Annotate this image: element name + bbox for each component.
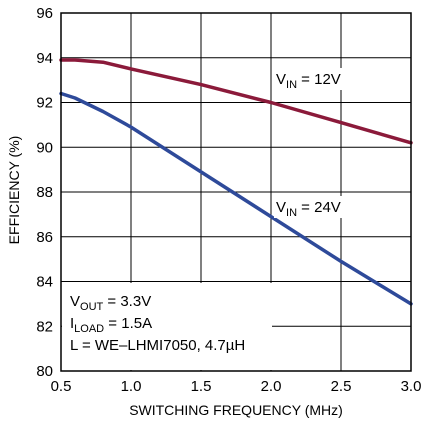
y-tick-label-2: 84 bbox=[36, 274, 53, 291]
conditions-box bbox=[62, 283, 272, 370]
y-tick-label-0: 80 bbox=[36, 363, 53, 380]
series-lines bbox=[59, 58, 413, 306]
x-tick-label-4: 2.5 bbox=[331, 378, 352, 395]
series-line-1 bbox=[59, 91, 413, 306]
y-tick-label-7: 94 bbox=[36, 50, 53, 67]
tick-labels: 0.5 1.0 1.5 2.0 2.5 3.0 80 82 84 86 88 90 92 94 96 bbox=[36, 5, 421, 395]
x-tick-label-3: 2.0 bbox=[261, 378, 282, 395]
y-tick-label-6: 92 bbox=[36, 95, 53, 112]
y-tick-label-5: 90 bbox=[36, 139, 53, 156]
plot-frame bbox=[60, 12, 412, 372]
x-tick-label-5: 3.0 bbox=[401, 378, 422, 395]
y-axis-title: EFFICIENCY (%) bbox=[6, 136, 22, 245]
y-tick-label-1: 82 bbox=[36, 318, 53, 335]
y-tick-label-8: 96 bbox=[36, 5, 53, 22]
series-label-bg-0 bbox=[274, 68, 370, 90]
condition-line-0: VOUT = 3.3V bbox=[70, 293, 151, 313]
series-line-0 bbox=[59, 58, 413, 145]
series-label-bg-1 bbox=[274, 196, 370, 218]
y-tick-label-3: 86 bbox=[36, 229, 53, 246]
x-tick-label-2: 1.5 bbox=[191, 378, 212, 395]
x-axis-title: SWITCHING FREQUENCY (MHz) bbox=[129, 402, 343, 418]
condition-line-2: L = WE–LHMI7050, 4.7µH bbox=[70, 337, 245, 354]
series-label-0: VIN = 12V bbox=[276, 71, 341, 91]
y-tick-label-4: 88 bbox=[36, 184, 53, 201]
series-label-1: VIN = 24V bbox=[276, 199, 341, 219]
condition-line-1: ILOAD = 1.5A bbox=[70, 315, 152, 335]
x-tick-label-1: 1.0 bbox=[121, 378, 142, 395]
x-tick-label-0: 0.5 bbox=[51, 378, 72, 395]
